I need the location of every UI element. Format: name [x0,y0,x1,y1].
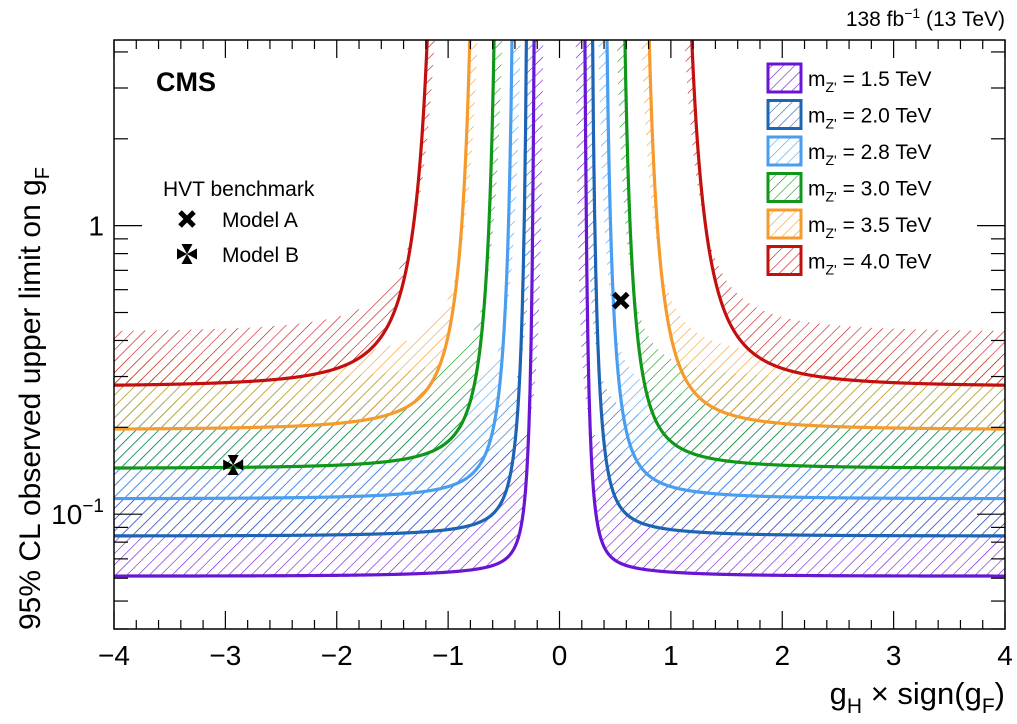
model-b-legend-marker [177,244,197,264]
legend-entry-4: mZ' = 3.5 TeV [766,208,932,241]
series-legend: mZ' = 1.5 TeV mZ' = 2.0 TeV mZ' = 2.8 TeV m… [766,62,932,278]
legend-entry-2: mZ' = 2.8 TeV [766,135,932,168]
series-curves [114,40,1005,578]
hatch-band-5-right [684,40,1005,386]
legend-label-5: mZ' = 4.0 TeV [808,251,932,278]
benchmark-title: HVT benchmark [163,178,315,201]
series-line-5-right [690,40,1005,387]
x-tick-label: 3 [886,640,902,671]
series-line-3-left [114,40,496,470]
experiment-label: CMS [156,67,216,97]
legend-label-0: mZ' = 1.5 TeV [808,68,932,95]
series-line-0-left [114,40,536,578]
lumi-label: 138 fb−1 (13 TeV) [846,5,1005,31]
hatch-band-4-left [114,40,478,430]
x-axis-title: gH × sign(gF) [830,676,1005,718]
benchmark-legend: HVT benchmark Model A Model B [163,178,315,267]
hatch-band-5-left [114,40,435,386]
x-tick-label: 1 [663,640,679,671]
tick-labels: −4 −3 −2 −1 0 1 2 3 4 1 10−1 [51,211,1013,671]
hatch-band-4-right [641,40,1005,430]
model-a-legend-marker [178,210,196,228]
legend-label-1: mZ' = 2.0 TeV [808,105,932,132]
series-line-1-left [114,40,528,538]
legend-label-3: mZ' = 3.0 TeV [808,178,932,205]
x-tick-label: −2 [321,640,353,671]
model-a-label: Model A [222,209,298,232]
y-tick-label: 1 [88,211,104,242]
model-b-label: Model B [222,244,299,267]
benchmark-markers [223,291,630,476]
x-tick-label: 0 [552,640,568,671]
legend-entry-3: mZ' = 3.0 TeV [766,172,932,205]
benchmark-point-0 [611,291,630,310]
series-line-2-left [114,40,514,501]
x-tick-label: 2 [774,640,790,671]
series-line-4-left [114,40,472,431]
x-tick-label: −3 [209,640,241,671]
x-tick-label: 4 [997,640,1013,671]
legend-entry-1: mZ' = 2.0 TeV [766,99,932,132]
legend-label-4: mZ' = 3.5 TeV [808,214,932,241]
series-line-1-right [591,40,1005,538]
x-tick-label: −1 [432,640,464,671]
axes [113,39,1006,630]
y-tick-label: 10−1 [51,496,104,530]
legend-entry-0: mZ' = 1.5 TeV [766,62,932,95]
benchmark-point-1 [223,455,244,476]
series-line-0-right [583,40,1005,578]
x-tick-label: −4 [98,640,130,671]
series-line-3-right [623,40,1005,470]
legend-label-2: mZ' = 2.8 TeV [808,141,932,168]
series-line-2-right [605,40,1005,501]
legend-entry-5: mZ' = 4.0 TeV [766,245,932,278]
series-line-5-left [114,40,429,387]
y-axis-title: 95% CL observed upper limit on gF [14,167,54,630]
series-line-4-right [647,40,1005,431]
